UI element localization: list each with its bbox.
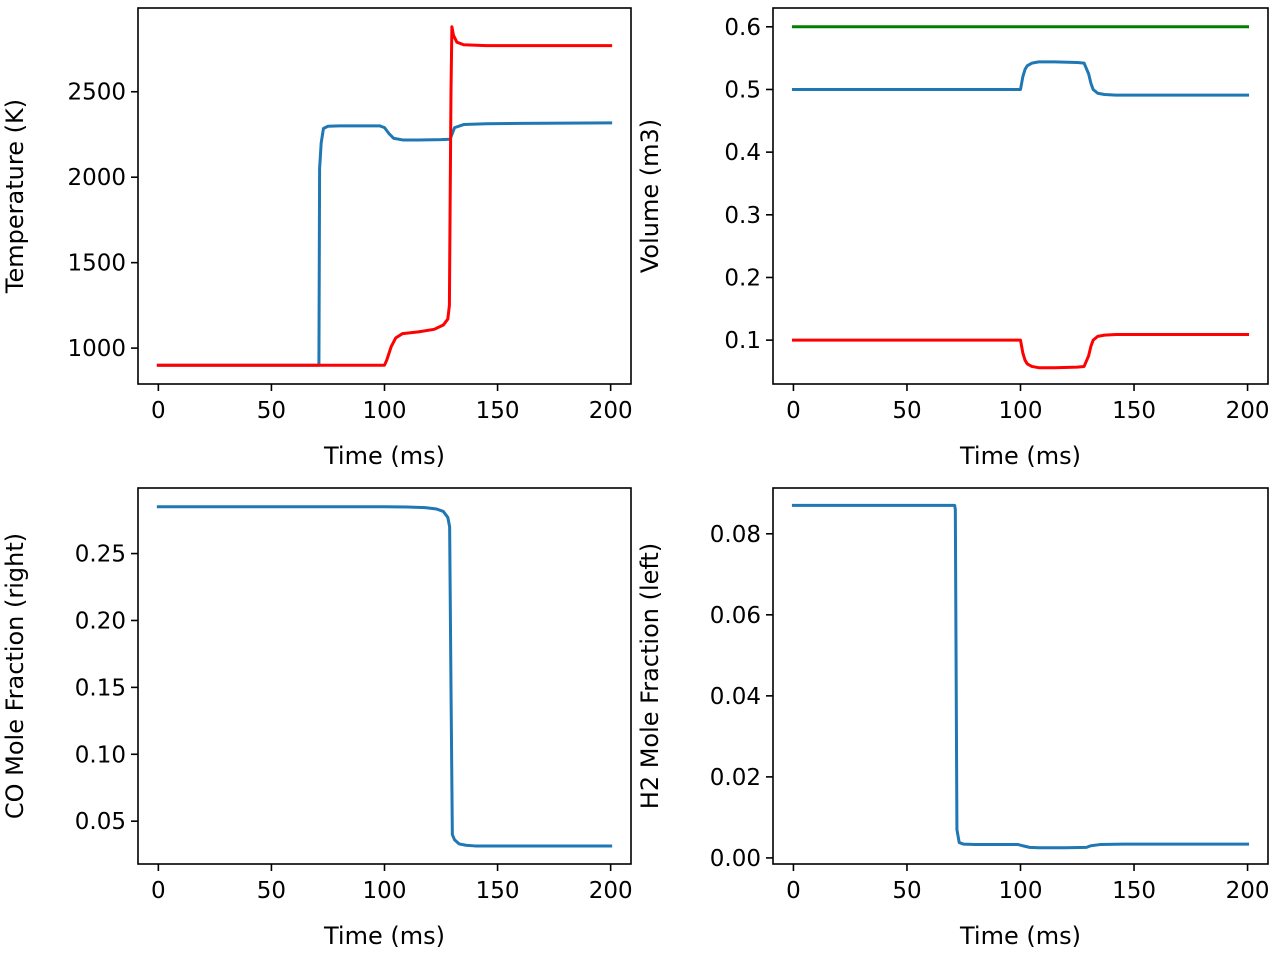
y-tick-label: 0.3	[724, 203, 761, 229]
axes-frame	[137, 7, 632, 385]
x-tick-label: 50	[892, 398, 921, 424]
y-tick-label: 2500	[67, 80, 126, 106]
y-tick-label: 0.05	[75, 809, 126, 835]
y-tick-label: 0.06	[710, 603, 761, 629]
x-tick-label: 0	[786, 398, 801, 424]
series-line-2	[791, 60, 1250, 97]
series-line-2	[156, 25, 613, 367]
x-axis-label: Time (ms)	[323, 442, 445, 470]
subplot-h2-fraction: 0 50 100 150 200 0.00 0.02 0.04 0.06 0.08 Time (ms…	[636, 487, 1270, 950]
x-tick-label: 50	[892, 878, 921, 904]
x-tick-label: 100	[999, 878, 1043, 904]
y-tick-label: 0.10	[75, 742, 126, 768]
axes-frame	[137, 487, 632, 865]
y-tick-label: 0.4	[724, 140, 761, 166]
y-tick-label: 1500	[67, 251, 126, 277]
x-tick-label: 200	[1226, 878, 1270, 904]
y-tick-label: 0.25	[75, 542, 126, 568]
x-tick-label: 200	[589, 878, 633, 904]
x-tick-label: 0	[786, 878, 801, 904]
y-tick-label: 0.00	[710, 846, 761, 872]
x-tick-label: 150	[1112, 398, 1156, 424]
y-axis-label: Volume (m3)	[636, 119, 664, 273]
y-axis-label: Temperature (K)	[1, 99, 29, 294]
y-tick-label: 0.1	[724, 328, 761, 354]
x-tick-label: 150	[1112, 878, 1156, 904]
y-tick-label: 0.5	[724, 77, 761, 103]
y-tick-label: 0.15	[75, 675, 126, 701]
x-tick-label: 150	[476, 398, 520, 424]
axes-frame	[772, 7, 1269, 385]
x-axis-label: Time (ms)	[959, 922, 1081, 950]
y-tick-label: 0.08	[710, 522, 761, 548]
y-tick-label: 0.2	[724, 265, 761, 291]
subplot-temperature: 0 50 100 150 200 1000 1500 2000 2500 Time (ms) Tem…	[1, 7, 633, 470]
subplot-co-fraction: 0 50 100 150 200 0.05 0.10 0.15 0.20 0.25 Time (ms…	[1, 487, 633, 950]
y-tick-label: 0.02	[710, 765, 761, 791]
x-tick-label: 150	[476, 878, 520, 904]
x-tick-label: 0	[151, 878, 166, 904]
y-axis-label: H2 Mole Fraction (left)	[636, 543, 664, 809]
x-tick-label: 200	[1226, 398, 1270, 424]
series-line-1	[791, 503, 1250, 850]
series-line-1	[156, 121, 613, 367]
x-tick-label: 100	[999, 398, 1043, 424]
y-tick-label: 0.20	[75, 608, 126, 634]
x-tick-label: 100	[363, 398, 407, 424]
y-tick-label: 0.6	[724, 15, 761, 41]
subplot-volume: 0 50 100 150 200 0.1 0.2 0.3 0.4 0.5 0.6 Time (ms) V…	[636, 7, 1270, 470]
x-axis-label: Time (ms)	[323, 922, 445, 950]
x-tick-label: 50	[257, 878, 286, 904]
axes-frame	[772, 487, 1269, 865]
series-line-3	[791, 332, 1250, 370]
x-tick-label: 200	[589, 398, 633, 424]
x-tick-label: 50	[257, 398, 286, 424]
x-tick-label: 100	[363, 878, 407, 904]
y-tick-label: 2000	[67, 165, 126, 191]
y-axis-label: CO Mole Fraction (right)	[1, 533, 29, 819]
y-tick-label: 1000	[67, 336, 126, 362]
x-tick-label: 0	[151, 398, 166, 424]
y-tick-label: 0.04	[710, 684, 761, 710]
x-axis-label: Time (ms)	[959, 442, 1081, 470]
series-line-1	[156, 505, 613, 848]
